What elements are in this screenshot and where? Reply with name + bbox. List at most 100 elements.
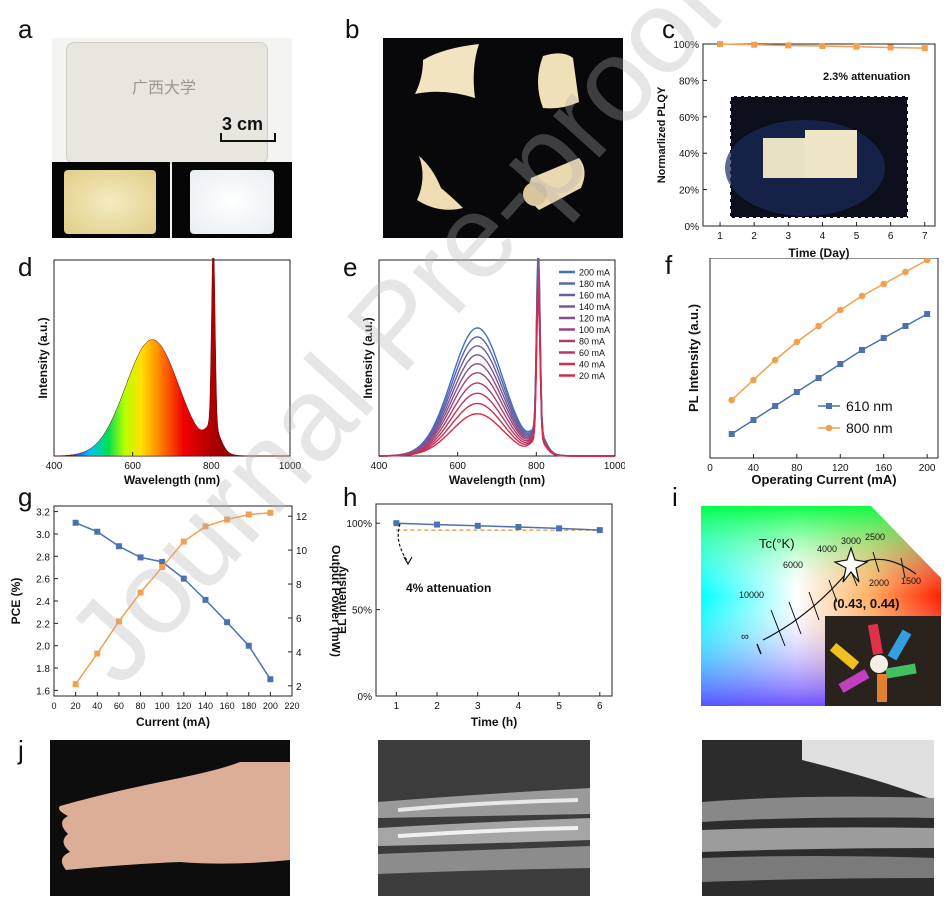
panel-i-tc-label: Tc(°K)	[759, 536, 795, 551]
panel-g-y-tick-label: 1.8	[36, 664, 50, 675]
panel-a-glow-warm	[64, 170, 156, 234]
panel-i-coords: (0.43, 0.44)	[833, 596, 900, 611]
panel-g-y2-tick-label: 2	[296, 682, 302, 693]
panel-f-legend-label: 800 nm	[846, 420, 893, 436]
panel-h-chart: 0% 50% 100% 1 2 3 4 5 6 4% attenuation Time (h)…	[338, 503, 613, 729]
panel-g-y-tick-label: 2.8	[36, 552, 50, 563]
panel-label-e: e	[343, 252, 358, 282]
panel-f-legend-marker	[825, 424, 833, 432]
panel-g-point	[94, 650, 101, 657]
panel-g-x-tick-label: 80	[136, 701, 146, 711]
panel-b-photo	[383, 38, 623, 238]
panel-g-y-tick-label: 3.2	[36, 508, 50, 519]
panel-c-x-tick-label: 3	[786, 231, 792, 242]
panel-i-temp-2500: 2500	[865, 532, 885, 542]
panel-g-x-tick-label: 220	[284, 701, 299, 711]
panel-h-point	[474, 522, 481, 529]
panel-g-x-tick-label: 20	[71, 701, 81, 711]
panel-f-series-line	[731, 259, 928, 401]
panel-f-series	[728, 258, 931, 437]
panel-e-legend-label: 140 mA	[579, 302, 610, 312]
panel-a-dark-right	[172, 162, 292, 238]
panel-g-series-line	[75, 512, 271, 685]
panel-f-plot-frame	[709, 258, 939, 459]
panel-c-y-tick-label: 100%	[673, 40, 699, 51]
panel-d-x-tick-label: 400	[46, 461, 63, 472]
panel-h-y-tick-label: 100%	[346, 519, 372, 530]
panel-c-y-tick-label: 40%	[679, 149, 699, 160]
panel-g-plot-frame	[53, 505, 293, 697]
panel-g-point	[245, 511, 252, 518]
panel-g-point	[180, 538, 187, 545]
panel-e-plot-frame	[378, 259, 616, 457]
panel-e-ylabel: Intensity (a.u.)	[363, 317, 375, 398]
panel-j-photo-hand	[50, 740, 290, 896]
panel-g-y2-ticks: 2 4 6 8 10 12	[288, 512, 308, 693]
panel-e-xlabel: Wavelength (nm)	[449, 473, 545, 487]
panel-c-x-ticks: 1 2 3 4 5 6 7	[717, 222, 928, 242]
panel-c-x-tick-label: 7	[922, 231, 928, 242]
panel-g-point	[267, 509, 274, 516]
panel-c-x-tick-label: 4	[820, 231, 826, 242]
panel-g-point	[72, 681, 79, 688]
panel-f-point-circle	[836, 306, 844, 314]
panel-f-legend: 610 nm 800 nm	[818, 398, 893, 436]
panel-g-y2-tick-label: 6	[296, 614, 302, 625]
panel-f-point-square	[880, 335, 887, 341]
panel-h-x-tick-label: 2	[434, 701, 440, 712]
panel-f-xlabel: Operating Current (mA)	[751, 472, 896, 487]
panel-i-temp-infinity: ∞	[741, 631, 749, 643]
panel-label-h: h	[343, 482, 358, 512]
panel-h-arrow-head	[403, 556, 413, 566]
panel-h-annotation: 4% attenuation	[406, 581, 491, 595]
panel-c-plot-frame	[702, 43, 936, 227]
panel-h-point	[556, 525, 563, 532]
panel-i-temp-4000: 4000	[817, 544, 837, 554]
panel-g-point	[159, 564, 166, 571]
panel-g-chart: 1.6 1.8 2.0 2.2 2.4 2.6 2.8 3.0 3.2 2 4 6 8 10 12 0 20…	[10, 505, 340, 729]
panel-a-film	[66, 42, 268, 164]
panel-e-legend-label: 160 mA	[579, 291, 610, 301]
panel-g-y-tick-label: 2.6	[36, 575, 50, 586]
panel-e-legend-label: 20 mA	[579, 371, 605, 381]
panel-g-x-tick-label: 120	[176, 701, 191, 711]
panel-g-point	[115, 543, 122, 550]
panel-f-ylabel: PL Intensity (a.u.)	[686, 304, 701, 412]
panel-c-y-tick-label: 20%	[679, 186, 699, 197]
panel-c-ylabel: Normarlized PLQY	[656, 86, 668, 183]
panel-h-x-ticks: 1 2 3 4 5 6	[394, 692, 603, 712]
panel-c-point	[853, 43, 860, 50]
panel-c-point	[785, 42, 792, 49]
panel-g-point	[267, 676, 274, 683]
panel-f-x-ticks: 0 40 80 120 160 200	[707, 454, 936, 474]
panel-label-a: a	[18, 14, 33, 44]
panel-g-y2-tick-label: 12	[296, 512, 308, 523]
panel-f-point-circle	[902, 268, 909, 276]
panel-h-xlabel: Time (h)	[471, 715, 517, 729]
panel-i-white-corner	[871, 506, 941, 578]
panel-i-temp-2000: 2000	[869, 578, 889, 588]
panel-f-x-tick-label: 200	[919, 463, 936, 474]
panel-g-x-tick-label: 100	[155, 701, 170, 711]
panel-g-series	[72, 509, 274, 688]
panel-h-point	[515, 524, 522, 531]
panel-h-x-tick-label: 3	[475, 701, 481, 712]
panel-g-point	[180, 575, 187, 582]
panel-d-x-tick-label: 800	[203, 461, 220, 472]
panel-f-point-circle	[858, 292, 866, 300]
panel-g-x-tick-label: 200	[263, 701, 278, 711]
panel-f-point-square	[772, 403, 779, 409]
panel-c-series	[717, 41, 928, 52]
panel-f-legend-marker	[826, 403, 832, 409]
panel-i-temp-10000: 10000	[739, 590, 764, 600]
panel-f-point-circle	[793, 338, 801, 346]
panel-f-point-square	[750, 417, 757, 423]
panel-e-legend-label: 120 mA	[579, 314, 610, 324]
panel-label-c: c	[662, 14, 675, 44]
panel-c-xlabel: Time (Day)	[788, 246, 849, 260]
panel-f-x-tick-label: 120	[832, 463, 849, 474]
panel-label-f: f	[665, 250, 673, 280]
panel-b-films	[415, 44, 585, 210]
panel-h-y-ticks: 0% 50% 100%	[346, 519, 380, 703]
